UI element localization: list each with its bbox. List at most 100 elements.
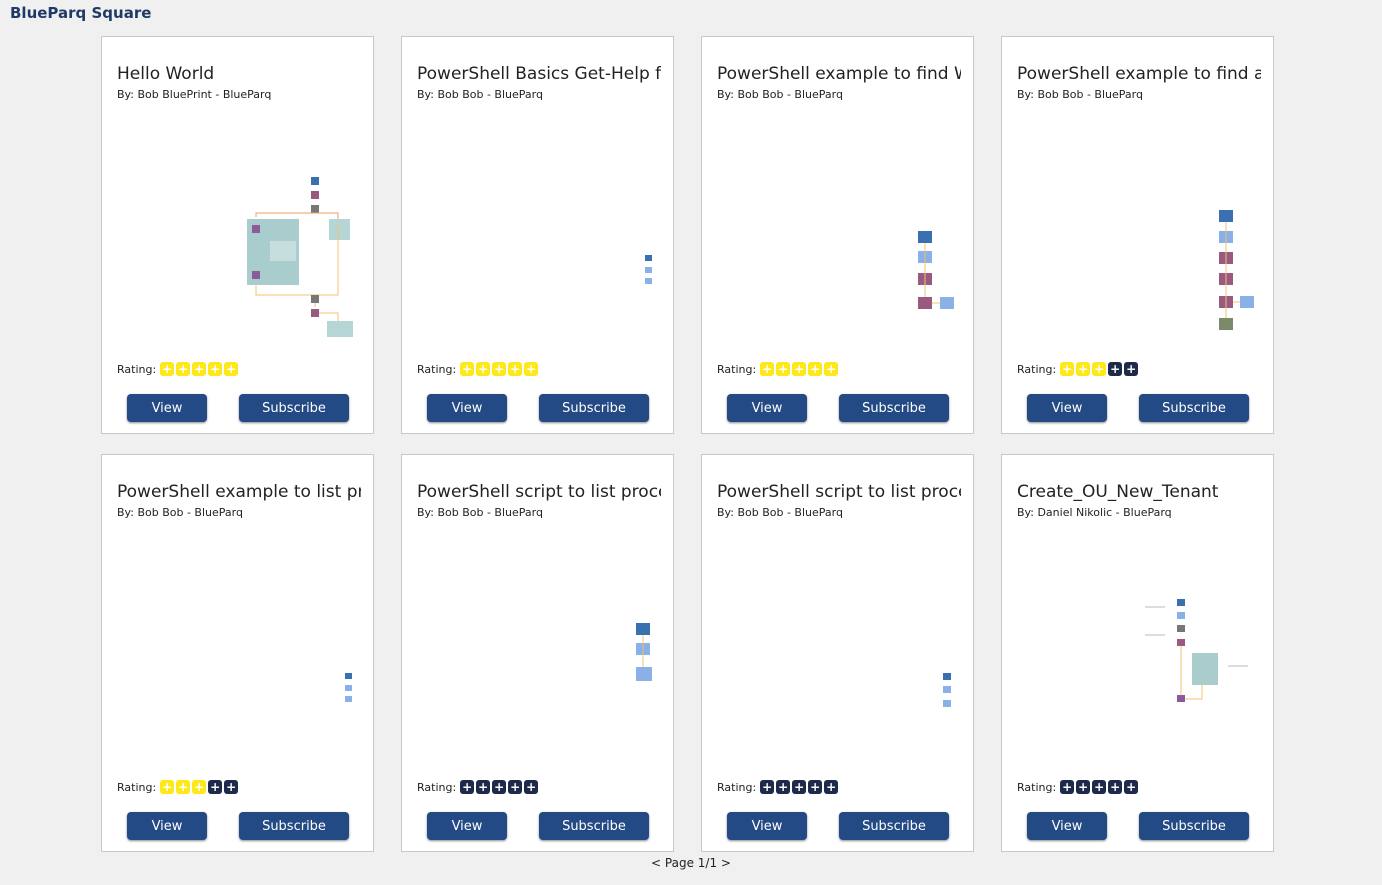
rating: Rating: + + + + + [117,362,239,376]
rating-star-icon[interactable]: + [160,362,175,376]
blueprint-thumbnail [645,255,652,284]
rating: Rating: + + + + + [717,780,839,794]
rating-star-icon[interactable]: + [492,780,507,794]
blueprint-thumbnail [1219,210,1254,330]
rating-star-icon[interactable]: + [792,362,807,376]
rating-star-icon[interactable]: + [524,780,539,794]
rating-star-icon[interactable]: + [176,362,191,376]
subscribe-button[interactable]: Subscribe [1139,394,1249,422]
rating-star-icon[interactable]: + [508,780,523,794]
rating: Rating: + + + + + [417,780,539,794]
card-author: By: Bob Bob - BlueParq [1017,88,1143,101]
view-button[interactable]: View [127,394,207,422]
rating: Rating: + + + + + [1017,362,1139,376]
rating-star-icon[interactable]: + [776,780,791,794]
rating-star-icon[interactable]: + [492,362,507,376]
pagination: < Page 1/1 > [0,856,1382,870]
rating-label: Rating: [417,780,457,794]
prev-page-button[interactable]: < [651,856,662,870]
card-title: PowerShell example to list proc [117,482,361,502]
rating-label: Rating: [117,362,157,376]
blueprint-thumbnail [943,673,951,707]
rating-star-icon[interactable]: + [1076,780,1091,794]
rating-star-icon[interactable]: + [792,780,807,794]
rating-label: Rating: [1017,780,1057,794]
view-button[interactable]: View [727,394,807,422]
rating-star-icon[interactable]: + [192,780,207,794]
card-title: Create_OU_New_Tenant [1017,482,1219,502]
rating-star-icon[interactable]: + [224,362,239,376]
subscribe-button[interactable]: Subscribe [539,394,649,422]
rating-star-icon[interactable]: + [208,780,223,794]
card-author: By: Bob BluePrint - BlueParq [117,88,272,101]
card-author: By: Bob Bob - BlueParq [717,506,843,519]
subscribe-button[interactable]: Subscribe [239,812,349,840]
rating-star-icon[interactable]: + [1060,362,1075,376]
rating-star-icon[interactable]: + [224,780,239,794]
rating-star-icon[interactable]: + [1108,362,1123,376]
blueprint-thumbnail [1145,599,1248,702]
page-indicator: Page 1/1 [664,856,718,870]
rating: Rating: + + + + + [717,362,839,376]
blueprint-thumbnail [247,177,353,337]
view-button[interactable]: View [427,394,507,422]
card-title: PowerShell script to list proces [717,482,961,502]
next-page-button[interactable]: > [720,856,731,870]
rating-star-icon[interactable]: + [1076,362,1091,376]
rating-label: Rating: [717,780,757,794]
view-button[interactable]: View [427,812,507,840]
rating-star-icon[interactable]: + [460,362,475,376]
rating-star-icon[interactable]: + [476,780,491,794]
rating: Rating: + + + + + [1017,780,1139,794]
view-button[interactable]: View [1027,812,1107,840]
card-title: PowerShell example to find and [1017,64,1261,84]
rating-star-icon[interactable]: + [808,780,823,794]
view-button[interactable]: View [727,812,807,840]
card-author: By: Bob Bob - BlueParq [417,88,543,101]
card-author: By: Bob Bob - BlueParq [417,506,543,519]
card-title: Hello World [117,64,215,84]
rating-star-icon[interactable]: + [1060,780,1075,794]
rating-star-icon[interactable]: + [524,362,539,376]
subscribe-button[interactable]: Subscribe [539,812,649,840]
rating-star-icon[interactable]: + [476,362,491,376]
rating-star-icon[interactable]: + [808,362,823,376]
blueprint-thumbnail [636,623,652,681]
rating-star-icon[interactable]: + [824,780,839,794]
subscribe-button[interactable]: Subscribe [839,394,949,422]
rating-star-icon[interactable]: + [460,780,475,794]
rating-star-icon[interactable]: + [160,780,175,794]
card-author: By: Bob Bob - BlueParq [117,506,243,519]
rating-star-icon[interactable]: + [760,780,775,794]
rating-star-icon[interactable]: + [508,362,523,376]
subscribe-button[interactable]: Subscribe [1139,812,1249,840]
rating-star-icon[interactable]: + [760,362,775,376]
rating-star-icon[interactable]: + [176,780,191,794]
rating-star-icon[interactable]: + [776,362,791,376]
view-button[interactable]: View [127,812,207,840]
blueprint-card: PowerShell example to list proc By: Bob … [101,454,374,852]
blueprint-thumbnail [918,231,954,309]
rating-label: Rating: [717,362,757,376]
rating-label: Rating: [417,362,457,376]
rating: Rating: + + + + + [117,780,239,794]
card-author: By: Bob Bob - BlueParq [717,88,843,101]
rating-star-icon[interactable]: + [1108,780,1123,794]
rating-star-icon[interactable]: + [1092,362,1107,376]
view-button[interactable]: View [1027,394,1107,422]
rating-star-icon[interactable]: + [1124,780,1139,794]
rating-star-icon[interactable]: + [192,362,207,376]
subscribe-button[interactable]: Subscribe [839,812,949,840]
rating-star-icon[interactable]: + [208,362,223,376]
rating: Rating: + + + + + [417,362,539,376]
rating-label: Rating: [117,780,157,794]
card-title: PowerShell script to list proces [417,482,661,502]
app-title: BlueParq Square [10,4,152,22]
rating-star-icon[interactable]: + [824,362,839,376]
card-title: PowerShell Basics Get-Help for [417,64,661,84]
rating-star-icon[interactable]: + [1124,362,1139,376]
blueprint-card: PowerShell example to find and By: Bob B… [1001,36,1274,434]
subscribe-button[interactable]: Subscribe [239,394,349,422]
blueprint-card: PowerShell script to list proces By: Bob… [401,454,674,852]
rating-star-icon[interactable]: + [1092,780,1107,794]
